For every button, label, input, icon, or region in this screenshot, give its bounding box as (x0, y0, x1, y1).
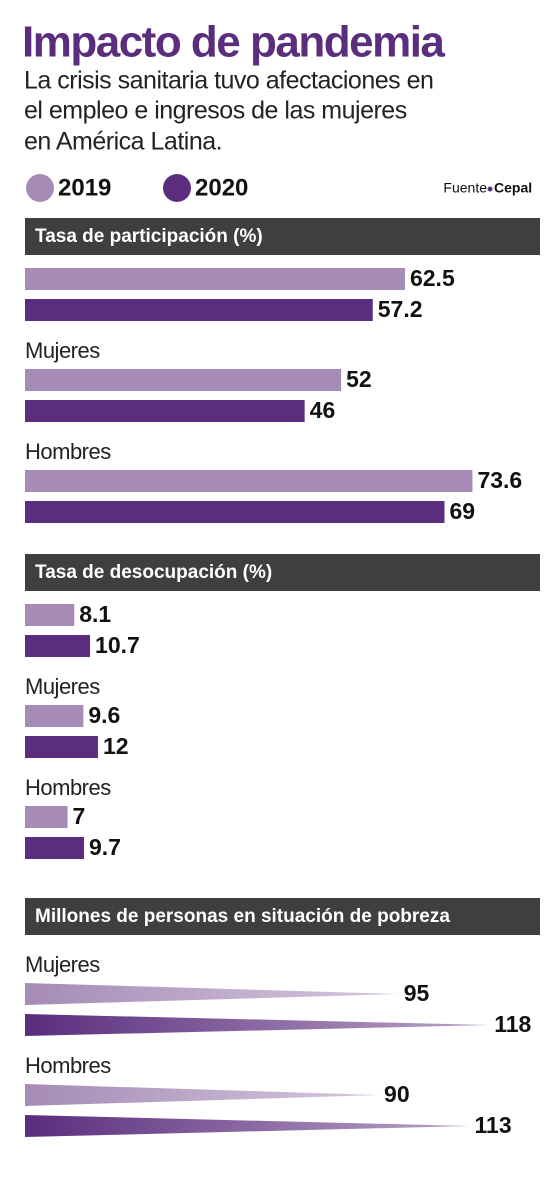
section-title: Millones de personas en situación de pob… (35, 906, 450, 927)
legend-label: 2020 (195, 174, 248, 201)
value-label: 10.7 (95, 632, 140, 658)
section-header (25, 898, 540, 935)
subtitle: La crisis sanitaria tuvo afectaciones en (24, 67, 433, 95)
bar (25, 268, 405, 290)
taper-bar (25, 983, 399, 1005)
source: Cepal (494, 180, 532, 196)
bar (25, 705, 84, 727)
taper-bar (25, 1014, 490, 1036)
dot (487, 186, 493, 192)
legend-swatch (26, 174, 54, 202)
value-label: 57.2 (378, 296, 423, 322)
bar (25, 806, 68, 828)
value-label: 113 (475, 1112, 512, 1138)
value-label: 52 (346, 366, 372, 392)
value-label: 95 (404, 980, 430, 1006)
bar (25, 837, 84, 859)
category-label: Hombres (25, 775, 111, 800)
taper-bar (25, 1115, 470, 1137)
subtitle: en América Latina. (24, 128, 222, 156)
bar (25, 736, 98, 758)
category-label: Mujeres (25, 338, 100, 363)
category-label: Hombres (25, 1053, 111, 1078)
bar (25, 299, 373, 321)
value-label: 12 (103, 733, 129, 759)
value-label: 69 (449, 498, 475, 524)
category-label: Hombres (25, 439, 111, 464)
category-label: Mujeres (25, 952, 100, 977)
value-label: 90 (384, 1081, 410, 1107)
value-label: 9.6 (88, 702, 120, 728)
section-title: Tasa de desocupación (%) (35, 562, 272, 583)
legend-swatch (163, 174, 191, 202)
source-label: Fuente (443, 180, 487, 196)
bar (25, 501, 445, 523)
value-label: 9.7 (89, 834, 121, 860)
value-label: 46 (310, 397, 336, 423)
section-header (25, 554, 540, 591)
section-title: Tasa de participación (%) (35, 226, 263, 247)
legend-label: 2019 (58, 174, 111, 201)
value-label: 73.6 (477, 467, 522, 493)
subtitle: el empleo e ingresos de las mujeres (24, 97, 407, 125)
bar (25, 604, 75, 626)
taper-bar (25, 1084, 380, 1106)
value-label: 118 (494, 1011, 531, 1037)
bar (25, 400, 305, 422)
bar (25, 470, 473, 492)
bar (25, 369, 342, 391)
section-header (25, 218, 540, 255)
value-label: 62.5 (410, 265, 455, 291)
bar (25, 635, 91, 657)
title: Impacto de pandemia (22, 18, 445, 67)
value-label: 7 (73, 803, 86, 829)
category-label: Mujeres (25, 674, 100, 699)
value-label: 8.1 (79, 601, 111, 627)
